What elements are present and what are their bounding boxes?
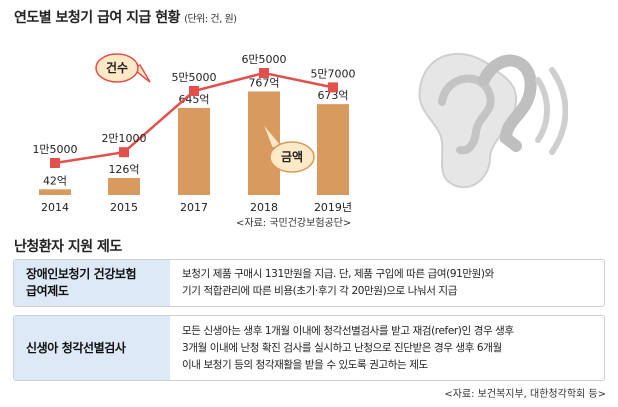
x-axis-label: 2015 — [110, 201, 138, 214]
chart-source: <자료: 국민건강보험공단> — [236, 218, 352, 229]
row-text-line: 모든 신생아는 생후 1개월 이내에 청각선별검사를 받고 재검(refer)인… — [182, 324, 514, 337]
count-point-label: 5만5000 — [171, 71, 216, 84]
amount-legend-bubble: 금액 — [261, 121, 315, 173]
amount-bar — [108, 177, 140, 195]
count-point — [119, 147, 129, 158]
count-point — [50, 158, 60, 168]
amount-legend-label: 금액 — [281, 150, 303, 164]
row-text-line: 보청기 제품 구매시 131만원을 지급. 단, 제품 구입에 따른 급여(91… — [182, 268, 494, 280]
row-description: 모든 신생아는 생후 1개월 이내에 청각선별검사를 받고 재검(refer)인… — [182, 316, 598, 380]
policy-row-hearing-aid-insurance: 장애인보청기 건강보험 급여제도 보청기 제품 구매시 131만원을 지급. 단… — [13, 259, 605, 307]
x-axis-label: 2019년 — [314, 201, 352, 214]
row-label-line: 급여제도 — [26, 284, 69, 298]
row-label: 장애인보청기 건강보험 급여제도 — [14, 260, 170, 306]
unit-note: (단위: 건, 원) — [184, 14, 237, 25]
policy-row-newborn-screening: 신생아 청각선별검사 모든 신생아는 생후 1개월 이내에 청각선별검사를 받고… — [13, 315, 605, 381]
count-point-label: 5만7000 — [310, 67, 355, 80]
x-axis-label: 2018 — [250, 201, 278, 214]
row-label-line: 장애인보청기 건강보험 — [26, 267, 137, 281]
amount-bar — [39, 189, 71, 195]
table-source: <자료: 보건복지부, 대한청각학회 등> — [444, 389, 606, 400]
row-label: 신생아 청각선별검사 — [14, 316, 170, 380]
count-point-label: 2만1000 — [101, 132, 146, 145]
amount-bar-label: 673억 — [317, 89, 348, 102]
row-description: 보청기 제품 구매시 131만원을 지급. 단, 제품 구입에 따른 급여(91… — [182, 260, 598, 306]
count-point-label: 6만5000 — [241, 53, 286, 66]
count-point — [328, 82, 338, 93]
amount-bar-label: 767억 — [248, 76, 279, 89]
x-axis-label: 2017 — [180, 201, 208, 214]
row-text-line: 기기 적합관리에 따른 비용(초기·후기 각 20만원)으로 나눠서 지급 — [182, 285, 457, 297]
row-text-line: 3개월 이내에 난청 확진 검사를 실시하고 난청으로 진단받은 경우 생후 6… — [182, 341, 502, 354]
section-title: 난청환자 지원 제도 — [14, 239, 122, 255]
row-text-line: 이내 보청기 등의 청각재활을 받을 수 있도록 권고하는 제도 — [182, 358, 428, 371]
count-legend-label: 건수 — [106, 60, 128, 75]
count-point — [259, 68, 269, 78]
amount-bar-label: 126억 — [108, 163, 139, 176]
hearing-aid-ear-icon — [418, 52, 568, 189]
count-legend-bubble: 건수 — [95, 53, 151, 83]
amount-bar-label: 42억 — [43, 174, 67, 187]
count-point — [189, 86, 199, 96]
amount-bar — [178, 107, 210, 195]
x-axis-label: 2014 — [41, 201, 69, 214]
amount-bar — [317, 104, 349, 195]
count-point-label: 1만5000 — [32, 143, 77, 156]
chart-title: 연도별 보청기 급여 지급 현황 (단위: 건, 원) — [14, 10, 237, 26]
